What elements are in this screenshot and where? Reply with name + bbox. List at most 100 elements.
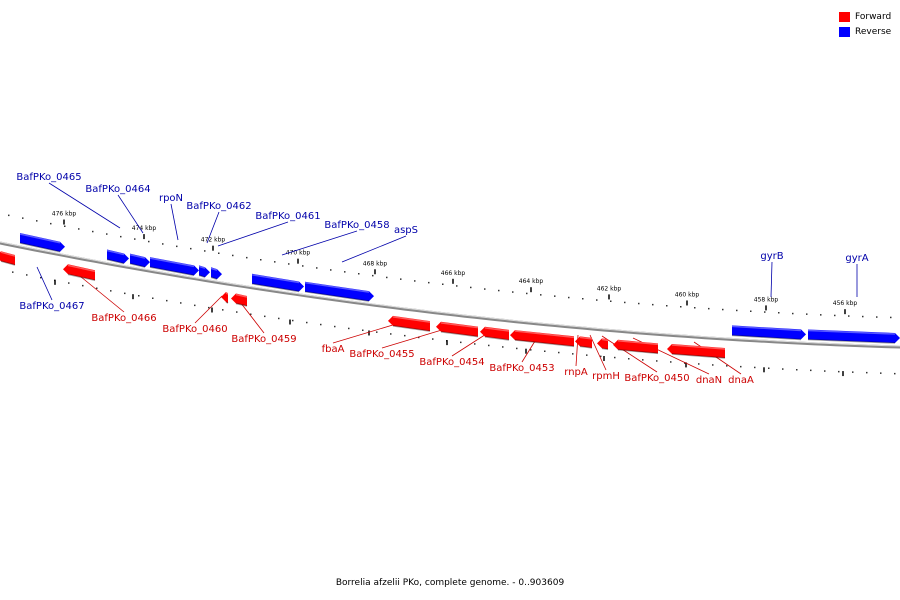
position-dot bbox=[190, 247, 192, 250]
gene-bafpko-0450[interactable] bbox=[597, 338, 609, 351]
gene-arrow[interactable] bbox=[107, 249, 129, 264]
gene-label[interactable]: rpoN bbox=[159, 193, 183, 204]
position-dot bbox=[778, 312, 780, 314]
gene-arrow[interactable] bbox=[575, 336, 592, 348]
position-dot bbox=[292, 319, 294, 322]
gene-bevel bbox=[579, 336, 593, 340]
gene-bafpko-0465[interactable] bbox=[19, 233, 65, 253]
gene-dnan[interactable] bbox=[613, 339, 659, 355]
gene-label[interactable]: rnpA bbox=[564, 367, 588, 378]
gene-label[interactable]: fbaA bbox=[322, 344, 345, 355]
gene-bafpko-0466[interactable] bbox=[0, 251, 16, 266]
position-dot bbox=[22, 217, 24, 219]
position-dot bbox=[12, 271, 14, 273]
gene-arrow[interactable] bbox=[613, 339, 658, 354]
gene-label[interactable]: BafPKo_0464 bbox=[85, 184, 150, 195]
gene-arrow[interactable] bbox=[231, 293, 247, 307]
gene-label[interactable]: BafPKo_0460 bbox=[162, 324, 227, 335]
gene-dnaa[interactable] bbox=[667, 344, 726, 359]
gene-label[interactable]: BafPKo_0455 bbox=[349, 349, 414, 360]
position-dot bbox=[40, 276, 42, 279]
gene-label[interactable]: BafPKo_0459 bbox=[231, 334, 296, 345]
gene-label[interactable]: gyrA bbox=[845, 253, 868, 264]
genome-backbone bbox=[0, 241, 900, 349]
gene-arrow[interactable] bbox=[597, 338, 608, 350]
gene-label[interactable]: aspS bbox=[394, 225, 418, 236]
label-leader-lines bbox=[36, 182, 858, 375]
gene-label[interactable]: rpmH bbox=[592, 371, 620, 382]
position-dot bbox=[460, 341, 462, 344]
genome-backbone-highlight bbox=[0, 241, 900, 347]
gene-arrow[interactable] bbox=[436, 321, 478, 337]
position-dot bbox=[614, 356, 616, 359]
position-dot bbox=[204, 250, 206, 252]
gene-bafpko-0467[interactable] bbox=[807, 329, 900, 344]
position-dot bbox=[852, 371, 854, 373]
gene-bafpko-0459[interactable] bbox=[221, 292, 229, 304]
gene-label[interactable]: BafPKo_0458 bbox=[324, 220, 389, 231]
gene-label[interactable]: dnaN bbox=[696, 375, 722, 386]
gene-asps[interactable] bbox=[251, 273, 304, 293]
gene-bafpko-0462[interactable] bbox=[149, 257, 199, 277]
gene-arrow[interactable] bbox=[130, 253, 150, 268]
gene-label[interactable]: BafPKo_0453 bbox=[489, 363, 554, 374]
gene-bevel bbox=[19, 233, 61, 244]
gene-arrow[interactable] bbox=[252, 273, 304, 292]
gene-bafpko-0461[interactable] bbox=[198, 265, 210, 278]
gene-label[interactable]: gyrB bbox=[760, 251, 783, 262]
gene-arrow[interactable] bbox=[20, 233, 65, 252]
label-leader bbox=[74, 271, 125, 313]
position-dot bbox=[838, 370, 840, 373]
gene-shadow bbox=[67, 273, 96, 282]
gene-arrow[interactable] bbox=[808, 329, 900, 344]
gene-arrow[interactable] bbox=[305, 281, 374, 302]
gene-bafpko-0453[interactable] bbox=[480, 326, 510, 341]
gene-arrow[interactable] bbox=[510, 330, 574, 347]
gene-gyra[interactable] bbox=[731, 325, 806, 341]
gene-rpon[interactable] bbox=[129, 253, 150, 268]
position-dot bbox=[306, 321, 308, 324]
position-dot bbox=[484, 288, 486, 290]
position-dot bbox=[208, 306, 210, 309]
gene-arrow[interactable] bbox=[63, 264, 95, 281]
gene-arrow[interactable] bbox=[221, 292, 228, 304]
gene-label[interactable]: BafPKo_0466 bbox=[91, 313, 156, 324]
gene-label[interactable]: dnaA bbox=[728, 375, 754, 386]
gene-rpmh[interactable] bbox=[575, 336, 593, 349]
position-dot bbox=[722, 308, 724, 311]
position-dot bbox=[236, 311, 238, 313]
gene-bevel bbox=[67, 264, 96, 273]
gene-label[interactable]: BafPKo_0462 bbox=[186, 201, 251, 212]
gene-arrow[interactable] bbox=[388, 315, 430, 332]
gene-bafpko-0455[interactable] bbox=[388, 315, 431, 332]
gene-shadow bbox=[514, 339, 575, 348]
gene-arrow[interactable] bbox=[732, 325, 806, 340]
label-leader bbox=[281, 230, 358, 256]
gene-label[interactable]: BafPKo_0461 bbox=[255, 211, 320, 222]
gene-arrow[interactable] bbox=[211, 267, 222, 280]
gene-arrow[interactable] bbox=[480, 326, 509, 340]
gene-gyrb[interactable] bbox=[304, 281, 374, 302]
gene-arrow[interactable] bbox=[667, 344, 725, 358]
position-dot bbox=[474, 343, 476, 345]
gene-label[interactable]: BafPKo_0465 bbox=[16, 172, 81, 183]
gene-bafpko-0454[interactable] bbox=[436, 321, 479, 338]
gene-arrow[interactable] bbox=[199, 265, 210, 278]
gene-label[interactable]: BafPKo_0450 bbox=[624, 373, 689, 384]
gene-arrow[interactable] bbox=[150, 257, 199, 276]
position-dot bbox=[96, 287, 98, 289]
gene-bafpko-0460[interactable] bbox=[63, 264, 96, 282]
gene-shadow bbox=[149, 266, 195, 277]
position-dot bbox=[806, 313, 808, 315]
gene-label[interactable]: BafPKo_0467 bbox=[19, 301, 84, 312]
gene-bafpko-0464[interactable] bbox=[106, 249, 129, 265]
gene-fbaa[interactable] bbox=[231, 293, 248, 307]
position-dot bbox=[596, 299, 598, 301]
gene-rnpa[interactable] bbox=[510, 330, 575, 348]
gene-bafpko-0458[interactable] bbox=[210, 267, 222, 280]
position-dot bbox=[736, 309, 738, 312]
label-leader bbox=[341, 235, 407, 263]
gene-label[interactable]: BafPKo_0454 bbox=[419, 357, 484, 368]
gene-arrow[interactable] bbox=[0, 251, 15, 265]
position-dot bbox=[726, 365, 728, 367]
